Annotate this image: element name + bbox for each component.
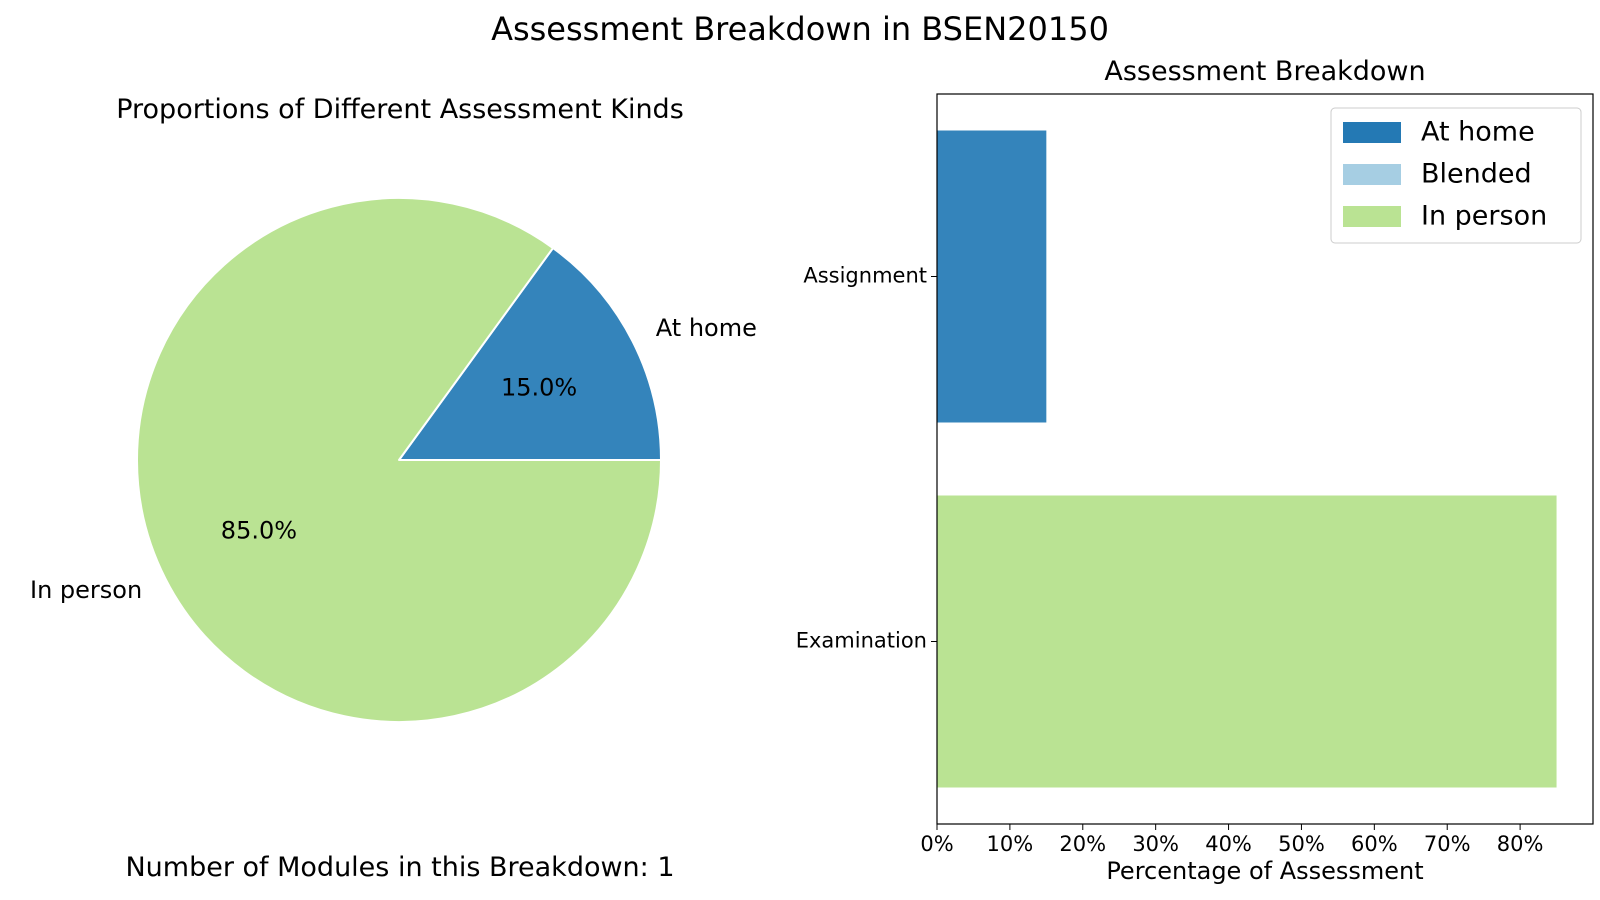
module-count-footer: Number of Modules in this Breakdown: 1 <box>125 852 675 883</box>
x-tick-label-40: 40% <box>1205 832 1252 856</box>
bar-assignment-at-home <box>937 130 1047 423</box>
legend-label-at-home: At home <box>1421 117 1535 148</box>
bar-examination-in-person <box>937 495 1557 788</box>
pie-label-at-home: At home <box>656 314 757 342</box>
x-tick-label-0: 0% <box>920 832 953 856</box>
x-tick-label-50: 50% <box>1278 832 1325 856</box>
legend-swatch-in-person <box>1343 206 1401 227</box>
x-tick-label-60: 60% <box>1351 832 1398 856</box>
legend-swatch-at-home <box>1343 122 1401 143</box>
pie-label-in-person: In person <box>30 576 142 604</box>
bar-plot-frame <box>936 93 1594 825</box>
x-axis-label: Percentage of Assessment <box>1106 857 1423 885</box>
pie-pct-label-in-person: 85.0% <box>221 516 297 544</box>
y-tick-label-assignment: Assignment <box>803 264 927 288</box>
x-tick-label-10: 10% <box>987 832 1034 856</box>
x-tick-label-20: 20% <box>1059 832 1106 856</box>
x-tick-label-30: 30% <box>1132 832 1179 856</box>
bar-chart-title: Assessment Breakdown <box>1104 56 1426 87</box>
pie-pct-label-at-home: 15.0% <box>501 374 577 402</box>
y-tick-label-examination: Examination <box>796 629 927 653</box>
legend-label-in-person: In person <box>1421 201 1547 232</box>
figure-title: Assessment Breakdown in BSEN20150 <box>491 10 1109 48</box>
pie-slice-at-home <box>398 247 662 461</box>
pie-chart: At home 15.0% In person 85.0% <box>30 197 757 723</box>
legend-label-blended: Blended <box>1421 159 1532 190</box>
x-tick-label-80: 80% <box>1497 832 1544 856</box>
legend-swatch-blended <box>1343 164 1401 185</box>
pie-slice-in-person <box>136 197 662 723</box>
x-tick-label-70: 70% <box>1424 832 1471 856</box>
pie-chart-title: Proportions of Different Assessment Kind… <box>116 94 684 125</box>
